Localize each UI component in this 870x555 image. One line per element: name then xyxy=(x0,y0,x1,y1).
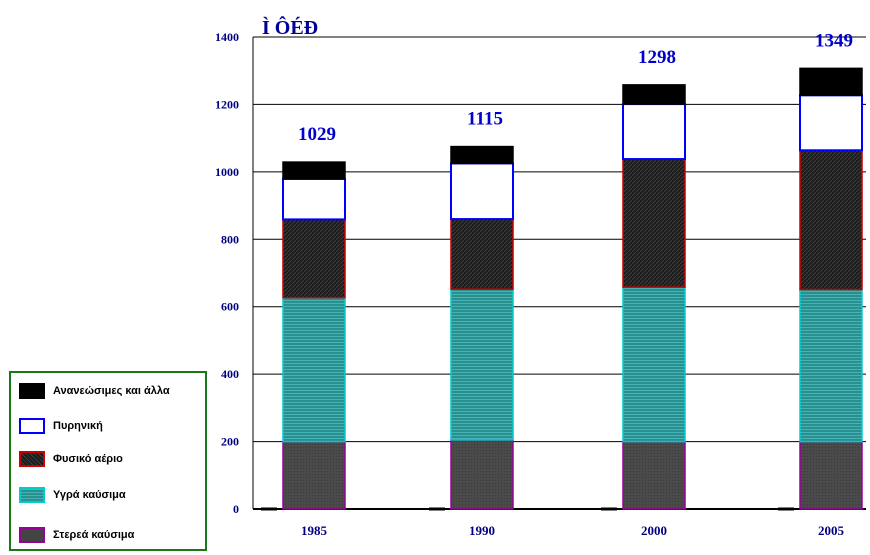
x-tick-label: 1985 xyxy=(301,523,328,538)
legend-label: Στερεά καύσιμα xyxy=(53,529,135,541)
y-tick-label: 600 xyxy=(221,300,239,314)
bar-segment-0 xyxy=(450,439,514,510)
legend-item: Ανανεώσιμες και άλλα xyxy=(19,383,170,399)
legend-label: Πυρηνική xyxy=(53,420,103,432)
x-tick-label: 2000 xyxy=(641,523,667,538)
bar-segment-4 xyxy=(450,145,514,165)
chart-title: Ì ÔÉÐ xyxy=(262,15,318,39)
y-tick-label: 0 xyxy=(233,502,239,516)
legend-item: Φυσικό αέριο xyxy=(19,451,123,467)
legend-swatch xyxy=(19,527,45,543)
bar-segment-0 xyxy=(282,440,346,510)
legend-swatch xyxy=(19,487,45,503)
y-tick-label: 800 xyxy=(221,232,239,246)
total-label: 1349 xyxy=(815,30,853,51)
bar-segment-0 xyxy=(622,440,686,510)
legend-label: Ανανεώσιμες και άλλα xyxy=(53,385,170,397)
grid-lines xyxy=(253,36,866,443)
legend-swatch xyxy=(19,451,45,467)
bar-segment-3 xyxy=(450,162,514,221)
bar-segment-3 xyxy=(622,103,686,161)
bar-segment-4 xyxy=(799,67,863,97)
y-tick-label: 1400 xyxy=(215,30,239,44)
x-tick-label: 1990 xyxy=(469,523,495,538)
legend-label: Υγρά καύσιμα xyxy=(53,489,126,501)
x-tick-label: 2005 xyxy=(818,523,845,538)
bar-segment-2 xyxy=(282,218,346,299)
bar-segment-1 xyxy=(282,296,346,443)
total-label: 1029 xyxy=(298,124,336,145)
legend-item: Πυρηνική xyxy=(19,418,103,434)
bar-segment-1 xyxy=(450,288,514,441)
bar-segment-4 xyxy=(622,84,686,105)
legend-item: Υγρά καύσιμα xyxy=(19,487,126,503)
y-tick-label: 400 xyxy=(221,367,239,381)
legend: Ανανεώσιμες και άλλα Πυρηνική Φυσικό αέριο… xyxy=(9,371,207,551)
legend-item: Στερεά καύσιμα xyxy=(19,527,134,543)
legend-label: Φυσικό αέριο xyxy=(53,453,123,465)
bar-segment-3 xyxy=(799,94,863,152)
total-label: 1115 xyxy=(467,109,503,130)
y-tick-label: 1000 xyxy=(215,165,239,179)
axes xyxy=(252,37,866,510)
legend-swatch xyxy=(19,418,45,434)
bar-segment-2 xyxy=(622,158,686,288)
legend-swatch xyxy=(19,383,45,399)
bar-segment-1 xyxy=(799,288,863,443)
bar-segment-4 xyxy=(282,161,346,180)
y-tick-label: 1200 xyxy=(215,97,239,111)
bar-segment-3 xyxy=(282,177,346,221)
bars xyxy=(261,67,863,511)
bar-segment-2 xyxy=(799,149,863,291)
bar-segment-1 xyxy=(622,286,686,443)
total-label: 1298 xyxy=(638,47,676,68)
bar-segment-0 xyxy=(799,440,863,510)
labels: 0 200 400 600 800 1000 1200 1400 1985 1029 1990 111… xyxy=(215,30,853,538)
y-tick-label: 200 xyxy=(221,435,239,449)
bar-segment-2 xyxy=(450,218,514,290)
